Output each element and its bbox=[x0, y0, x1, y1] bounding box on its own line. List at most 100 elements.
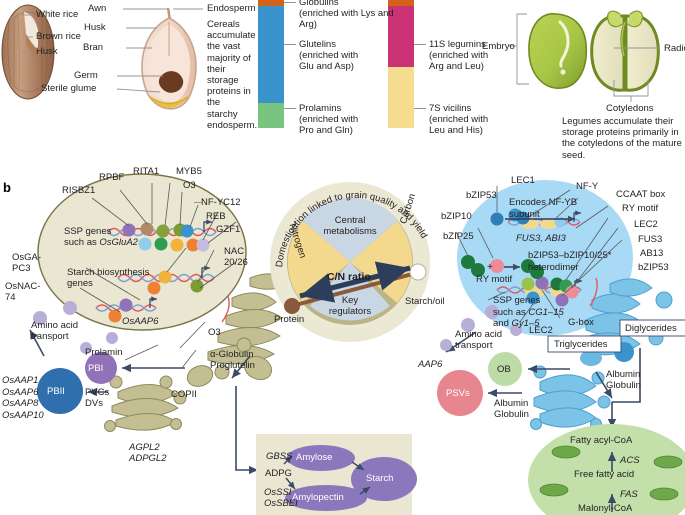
leader-prolamins bbox=[284, 108, 296, 109]
label-bzip53-right: bZIP53 bbox=[638, 262, 669, 273]
label-fus3-abi3: FUS3, ABI3 bbox=[516, 233, 566, 244]
cereal-protein-bar bbox=[258, 0, 284, 128]
oil-body bbox=[488, 352, 522, 386]
label-o3: O3 bbox=[183, 180, 196, 191]
bar-segment-globulins-legume bbox=[388, 0, 414, 6]
label-amylopectin: Amylopectin bbox=[292, 492, 344, 503]
panel-letter-b: b bbox=[3, 180, 11, 195]
legume-golgi bbox=[530, 365, 611, 430]
label-adpg: ADPG bbox=[265, 468, 292, 479]
diglycerides-box bbox=[619, 319, 685, 337]
label-albumin-globulin-left: Albumin Globulin bbox=[494, 398, 529, 421]
label-fus3-right: FUS3 bbox=[638, 234, 663, 245]
label-o3-er: O3 bbox=[208, 327, 221, 338]
cereal-mrna bbox=[221, 295, 230, 323]
label-osga-pc3: OsGA- PC3 bbox=[12, 252, 42, 275]
label-glutelins: Glutelins (enriched with Glu and Asp) bbox=[299, 39, 359, 73]
label-amylose: Amylose bbox=[296, 452, 333, 463]
label-fas: FAS bbox=[620, 489, 638, 500]
leader-vicilins bbox=[414, 108, 426, 109]
label-psvs: PSVs bbox=[446, 388, 470, 399]
protein-body-2 bbox=[37, 368, 83, 414]
label-sterile-glume: Sterile glume bbox=[41, 83, 97, 94]
label-reb: REB bbox=[206, 211, 226, 222]
leader-globulins bbox=[284, 2, 296, 3]
bar-segment-7s-vicilins bbox=[388, 66, 414, 128]
svg-text:+: + bbox=[487, 262, 493, 273]
label-nf-y: NF-Y bbox=[576, 181, 599, 192]
label-central-metabolisms: Central metabolisms bbox=[323, 215, 377, 238]
label-lec1: LEC1 bbox=[511, 175, 535, 186]
label-gbss: GBSS bbox=[266, 451, 293, 462]
label-rita1: RITA1 bbox=[133, 166, 160, 177]
bar-segment-globulins bbox=[258, 0, 284, 6]
label-pvcs-dvs: PVCs DVs bbox=[85, 387, 110, 410]
label-ab13: AB13 bbox=[640, 248, 664, 259]
label-brown-rice: Brown rice bbox=[36, 31, 81, 42]
label-7s-vicilins: 7S vicilins (enriched with Leu and His) bbox=[429, 103, 489, 137]
label-cn-ratio: C/N ratio bbox=[327, 271, 371, 283]
label-husk-left: Husk bbox=[36, 46, 58, 57]
prolamin-leader bbox=[124, 344, 159, 361]
label-ssp-genes-cereal: SSP genes such as OsGluA2 bbox=[64, 226, 138, 249]
leader-nfyc12 bbox=[194, 202, 202, 203]
label-gzf1: GZF1 bbox=[216, 224, 241, 235]
label-rpbf: RPBF bbox=[99, 172, 125, 183]
label-malonyl-coa: Malonyl-CoA bbox=[578, 503, 633, 514]
legume-seed-illustration bbox=[509, 10, 660, 102]
cereal-amino-acid-vesicles bbox=[33, 301, 118, 354]
cereal-pathway-arrows bbox=[29, 329, 259, 475]
label-white-rice: White rice bbox=[36, 9, 79, 20]
rice-leader-lines bbox=[22, 8, 203, 93]
label-ccaat-box: CCAAT box bbox=[616, 189, 666, 200]
label-diglycerides: Diglycerides bbox=[625, 323, 677, 334]
leader-glutelins bbox=[284, 44, 296, 45]
bar-segment-11s-legumins bbox=[388, 5, 414, 67]
label-cotyledons: Cotyledons bbox=[606, 103, 654, 114]
label-pbii: PBII bbox=[47, 386, 65, 397]
label-embryo: Embryo bbox=[482, 41, 515, 52]
label-11s-legumins: 11S legumins (enriched with Arg and Leu) bbox=[429, 39, 489, 73]
label-acs: ACS bbox=[620, 455, 640, 466]
protein-storage-vacuole bbox=[437, 370, 483, 416]
o3-leader bbox=[179, 321, 206, 349]
label-bzip25: bZIP25 bbox=[443, 231, 474, 242]
cereal-tf-nodes bbox=[108, 222, 210, 323]
label-aap6: AAP6 bbox=[418, 359, 443, 370]
label-prolamin: Prolamin bbox=[85, 347, 123, 358]
label-nf-yc12: NF-YC12 bbox=[201, 197, 241, 208]
label-radicle: Radicle bbox=[664, 43, 685, 54]
label-starch: Starch bbox=[366, 473, 394, 484]
label-germ: Germ bbox=[74, 70, 98, 81]
label-bzip53-top: bZIP53 bbox=[466, 190, 497, 201]
plastid-thylakoids bbox=[539, 445, 683, 501]
label-osnac-74: OsNAC- 74 bbox=[5, 281, 41, 304]
label-starch-oil-end: Starch/oil bbox=[405, 296, 445, 307]
label-lec2-bottom: LEC2 bbox=[529, 325, 553, 336]
label-globulin-proglutelin: α-Globulin Proglutelin bbox=[210, 349, 255, 372]
triglycerides-box bbox=[547, 335, 622, 353]
bzip-heterodimer-nodes bbox=[461, 212, 544, 279]
cn-ratio-wheel bbox=[270, 182, 430, 342]
amylopectin-node bbox=[285, 485, 367, 511]
legume-vesicle bbox=[580, 350, 602, 366]
label-key-regulators: Key regulators bbox=[328, 295, 372, 318]
legume-amino-acid-vesicles bbox=[440, 305, 522, 351]
caption-cereal-storage: Cereals accumulate the vast majority of … bbox=[207, 19, 258, 131]
cereal-golgi bbox=[104, 375, 187, 432]
label-free-fatty-acid: Free fatty acid bbox=[574, 469, 635, 480]
label-starch-genes: Starch biosynthesis genes bbox=[67, 267, 150, 290]
label-fatty-acyl-coa: Fatty acyl-CoA bbox=[570, 435, 633, 446]
label-triglycerides: Triglycerides bbox=[554, 339, 608, 350]
label-endosperm: Endosperm bbox=[207, 3, 256, 14]
label-ry-motif-right: RY motif bbox=[622, 203, 659, 214]
label-pbi: PBI bbox=[88, 363, 104, 374]
label-agpl2-adpgl2: AGPL2 ADPGL2 bbox=[129, 442, 167, 465]
bar-segment-prolamins bbox=[258, 103, 284, 128]
label-protein-end: Protein bbox=[274, 314, 305, 325]
label-awn: Awn bbox=[88, 3, 107, 14]
cereal-tf-leaders bbox=[79, 182, 237, 313]
